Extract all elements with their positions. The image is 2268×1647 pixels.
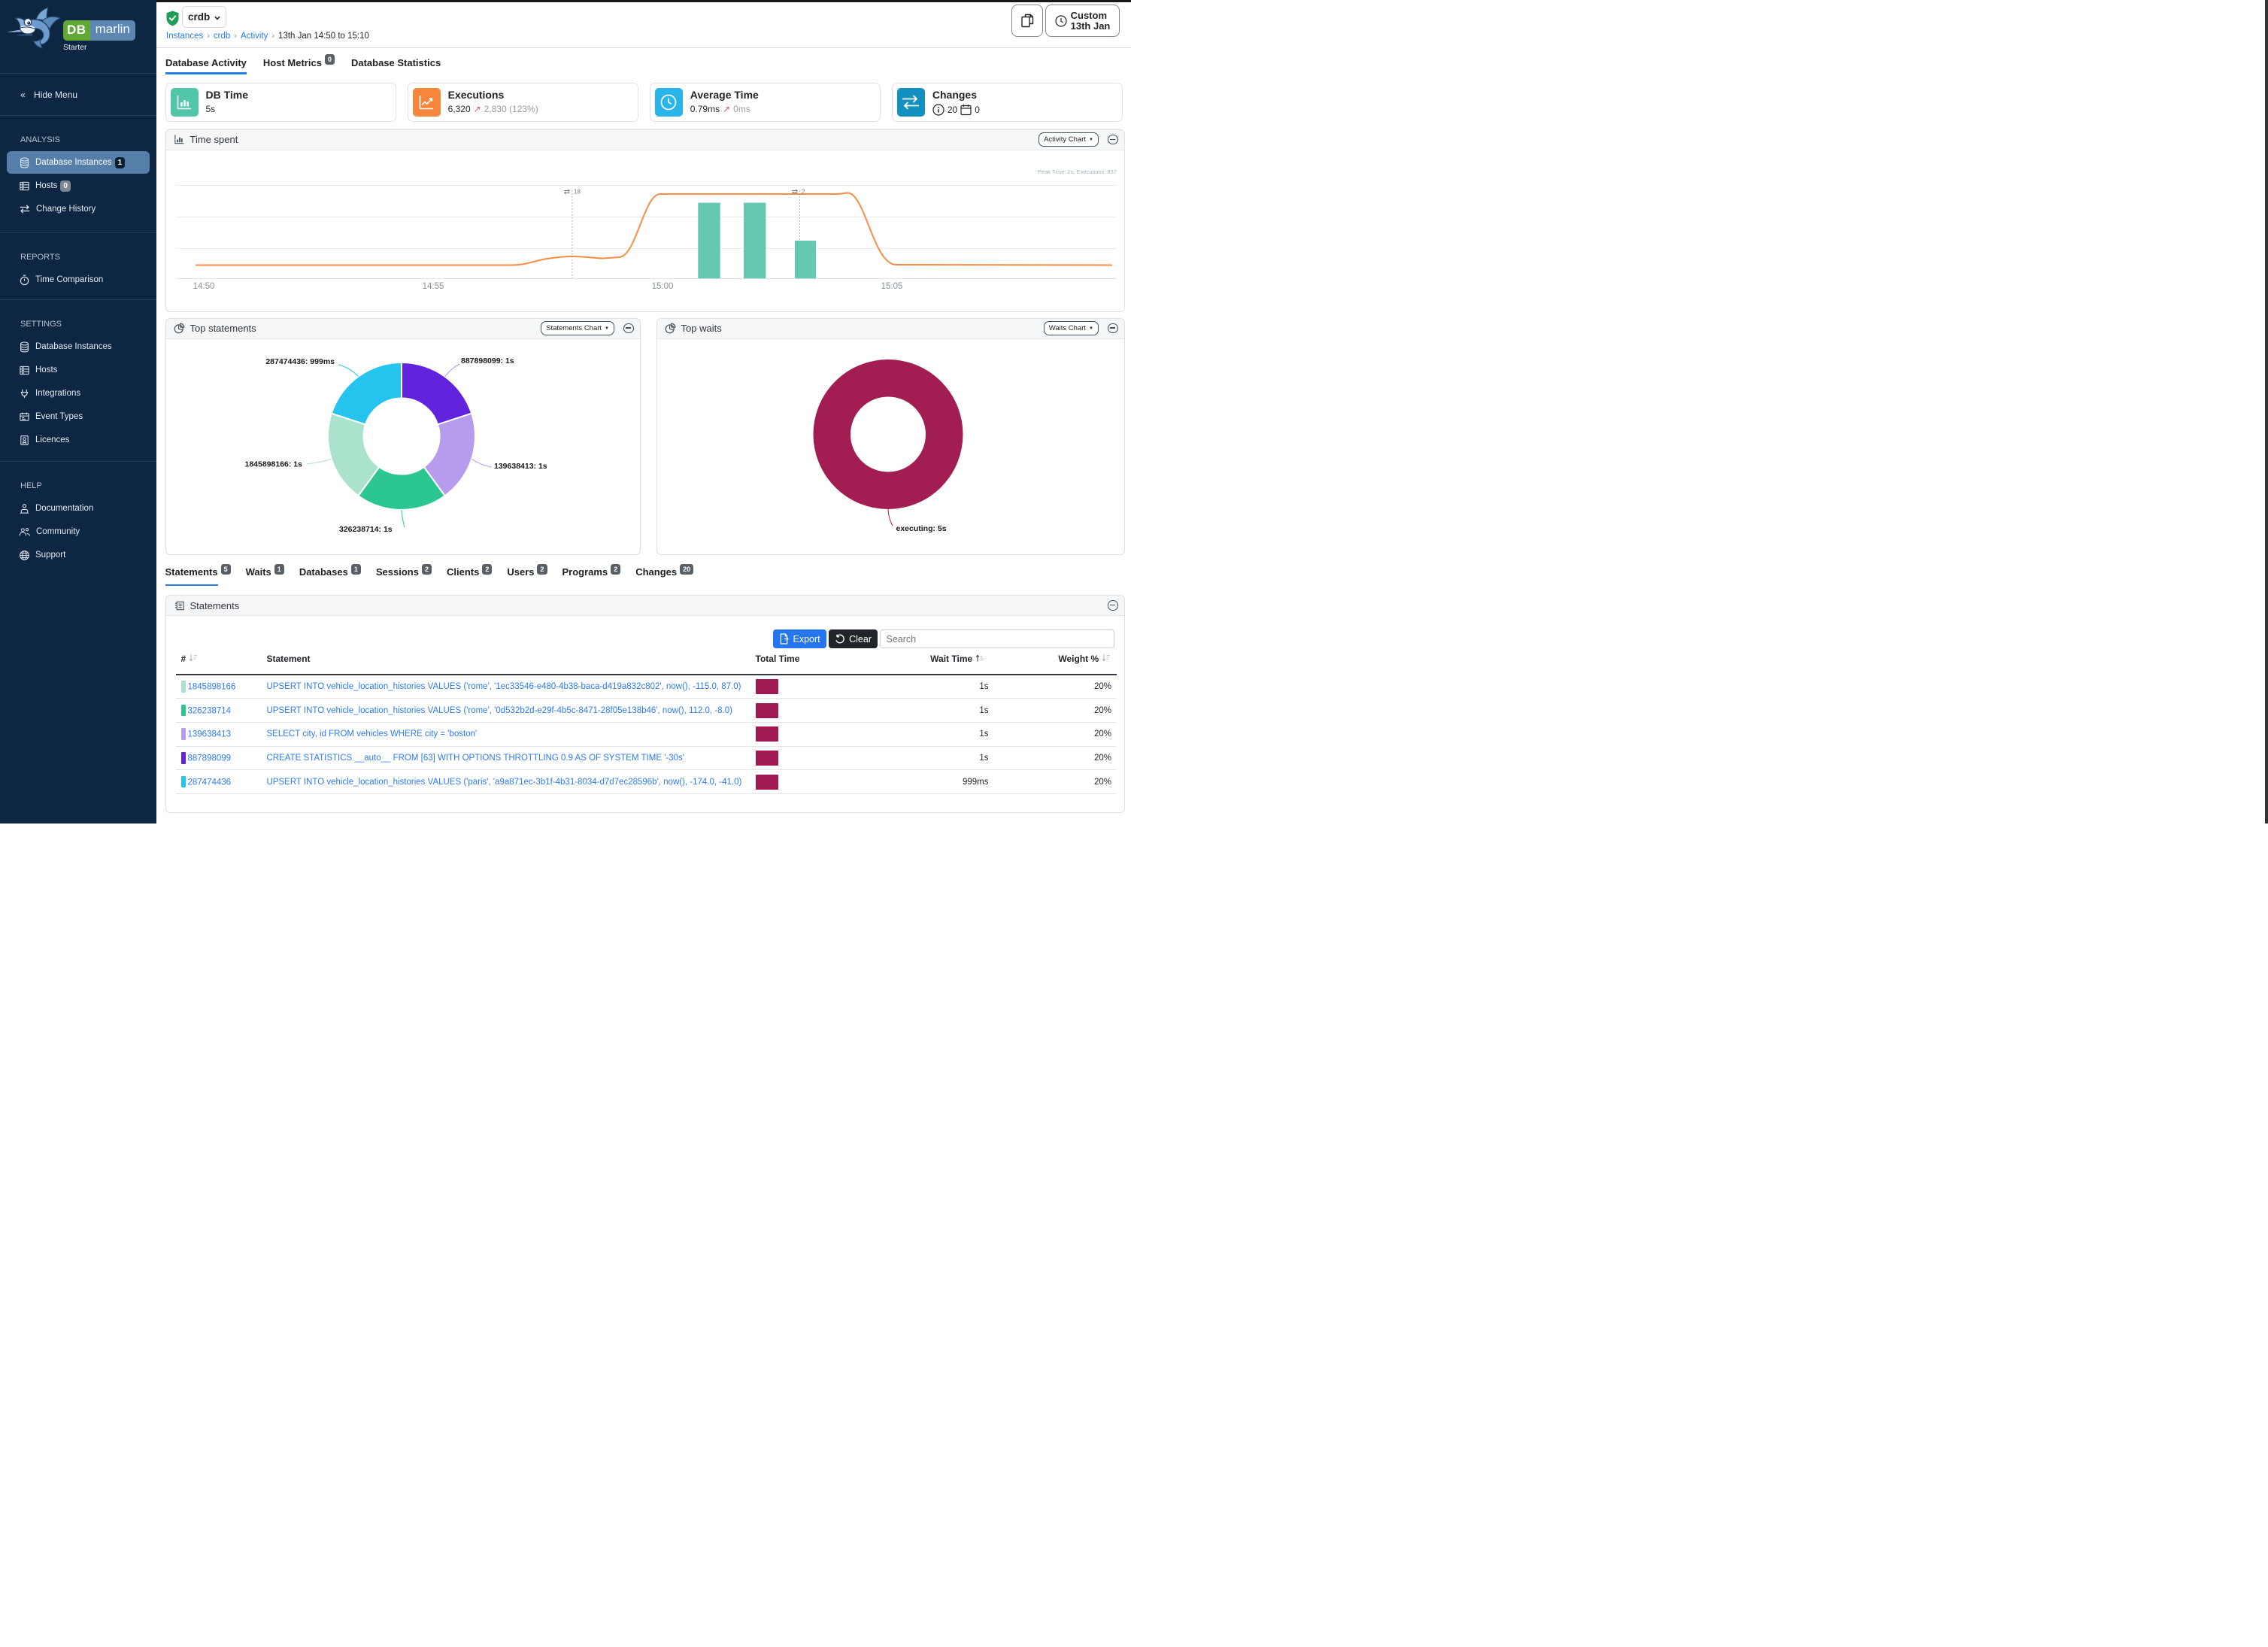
svg-text:⇄: ⇄ bbox=[563, 188, 569, 196]
svg-text:15:05: 15:05 bbox=[881, 282, 902, 291]
svg-text:1845898166: 1s: 1845898166: 1s bbox=[244, 460, 302, 469]
svg-text:139638413: 1s: 139638413: 1s bbox=[494, 462, 547, 471]
svg-text:287474436: 999ms: 287474436: 999ms bbox=[265, 357, 335, 366]
svg-text:Peak Time: 2s, Executions: 837: Peak Time: 2s, Executions: 837 bbox=[1037, 168, 1116, 175]
svg-text:⇄: ⇄ bbox=[791, 188, 797, 196]
svg-text:14:50: 14:50 bbox=[193, 282, 214, 291]
svg-text:15:00: 15:00 bbox=[651, 282, 673, 291]
svg-text:14:55: 14:55 bbox=[422, 282, 444, 291]
svg-text:executing: 5s: executing: 5s bbox=[896, 524, 946, 533]
svg-text:887898099: 1s: 887898099: 1s bbox=[461, 356, 514, 365]
svg-text:2: 2 bbox=[802, 188, 805, 195]
svg-text:18: 18 bbox=[574, 188, 581, 195]
svg-text:326238714: 1s: 326238714: 1s bbox=[339, 525, 393, 534]
